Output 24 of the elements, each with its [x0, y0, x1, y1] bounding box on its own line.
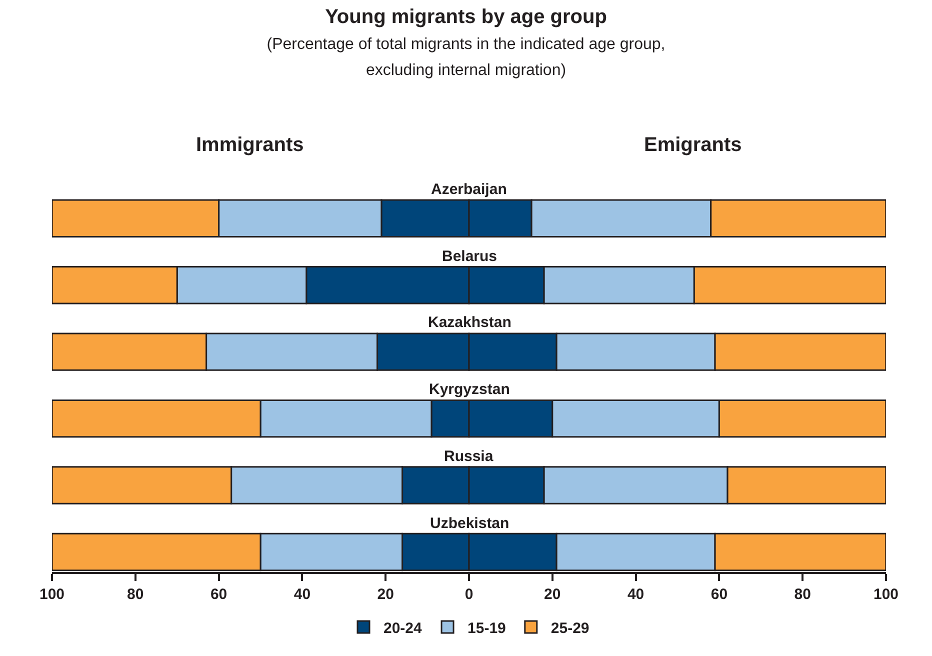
text: Immigrants [196, 134, 304, 156]
x-tick-label: 100 [873, 586, 899, 603]
text: Emigrants [644, 134, 742, 156]
x-tick-label: 60 [210, 586, 228, 603]
x-tick-label: 80 [794, 586, 811, 603]
x-tick-label: 40 [627, 586, 644, 603]
y-tick-label: Belarus [442, 248, 498, 265]
y-tick-label: Uzbekistan [430, 515, 510, 532]
y-tick-label: Russia [444, 448, 494, 465]
x-tick-label: 100 [39, 586, 65, 603]
legend-label: 15-19 [468, 620, 506, 637]
x-tick-label: 80 [127, 586, 144, 603]
y-tick-label: Kyrgyzstan [429, 381, 510, 398]
y-tick-label: Kazakhstan [428, 314, 512, 331]
x-tick-label: 60 [710, 586, 728, 603]
legend-label: 25-29 [550, 620, 590, 637]
chart-subtitle: (Percentage of total migrants in the indicated age group, excluding internal migration) [266, 36, 666, 79]
x-tick-label: 20 [377, 586, 394, 603]
legend-label: 20-24 [384, 620, 423, 637]
x-tick-label: 20 [544, 586, 561, 603]
y-tick-label: Azerbaijan [431, 181, 507, 198]
x-tick-label: 40 [294, 586, 311, 603]
chart-title: Young migrants by age group [325, 6, 607, 28]
x-tick-label: 0 [464, 586, 474, 603]
